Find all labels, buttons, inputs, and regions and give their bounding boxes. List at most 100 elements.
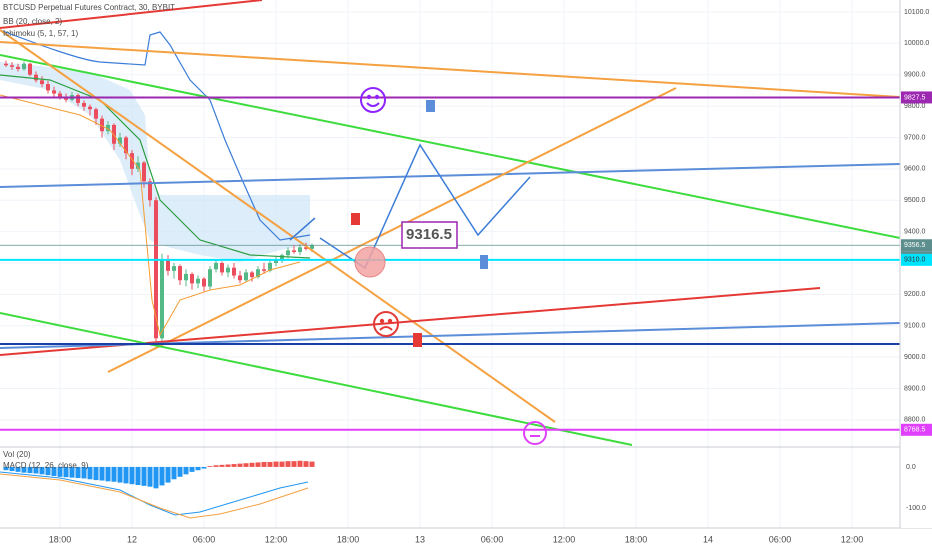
candle-body xyxy=(262,269,266,271)
candle-body xyxy=(10,65,14,67)
chart-title: BTCUSD Perpetual Futures Contract, 30, B… xyxy=(3,3,175,12)
candle-body xyxy=(232,267,236,276)
candle-body xyxy=(238,275,242,281)
indicator-label: Ichimoku (5, 1, 57, 1) xyxy=(3,29,78,38)
candle-body xyxy=(268,262,272,271)
price-label-bg xyxy=(901,91,932,104)
price-label-bg xyxy=(901,423,932,436)
candle-body xyxy=(40,80,44,85)
macd-bar xyxy=(57,466,63,477)
signal-line xyxy=(0,473,309,519)
macd-bar xyxy=(189,466,195,472)
x-tick-label: 18:00 xyxy=(625,534,648,544)
macd-bar xyxy=(273,461,279,467)
y-tick-label: 0.0 xyxy=(906,464,916,471)
candle-body xyxy=(124,137,128,154)
macd-bar xyxy=(243,463,249,467)
legend: BTCUSD Perpetual Futures Contract, 30, B… xyxy=(3,3,175,470)
candle-body xyxy=(94,109,98,119)
macd-bar xyxy=(81,466,87,479)
x-tick-label: 18:00 xyxy=(49,534,72,544)
candle-body xyxy=(118,137,122,144)
y-tick-label: 9700.0 xyxy=(904,134,926,141)
x-tick-label: 14 xyxy=(703,534,713,544)
price-label: 9310.0 xyxy=(904,257,926,264)
macd-bar xyxy=(15,466,21,472)
y-tick-label: 10100.0 xyxy=(904,9,929,16)
macd-bar xyxy=(231,464,237,467)
macd-bar xyxy=(165,466,171,483)
macd-bar xyxy=(213,465,219,467)
x-tick-label: 06:00 xyxy=(769,534,792,544)
candle-body xyxy=(220,262,224,273)
x-tick-label: 06:00 xyxy=(481,534,504,544)
x-tick-label: 12:00 xyxy=(841,534,864,544)
macd-bar xyxy=(255,462,261,467)
bb-area xyxy=(0,62,310,262)
candle-body xyxy=(64,97,68,100)
macd-bar xyxy=(267,461,273,467)
indicator-label: MACD (12, 26, close, 9) xyxy=(3,461,89,470)
candle-body xyxy=(58,93,62,98)
candle-body xyxy=(52,90,56,94)
candle-body xyxy=(298,247,302,252)
candle-body xyxy=(172,266,176,271)
macd-bar xyxy=(21,466,27,473)
macd-bar xyxy=(303,461,309,467)
price-label-bg xyxy=(901,253,932,266)
y-tick-label: 9500.0 xyxy=(904,197,926,204)
candle-body xyxy=(256,269,260,278)
macd-bar xyxy=(201,466,207,469)
candle-body xyxy=(226,267,230,273)
candle-body xyxy=(190,273,194,284)
candle-body xyxy=(244,272,248,281)
ichimoku-line xyxy=(0,94,301,337)
price-label: 9827.5 xyxy=(904,94,926,101)
trend-line xyxy=(0,0,263,29)
macd-bar xyxy=(45,466,51,476)
candle-body xyxy=(310,245,314,249)
candle-body xyxy=(160,259,164,339)
macd-bar xyxy=(135,466,141,486)
macd-bar xyxy=(9,466,15,472)
candle-body xyxy=(280,255,284,260)
y-tick-label: 8800.0 xyxy=(904,417,926,424)
macd-bar xyxy=(219,464,225,467)
macd-bar xyxy=(141,466,147,486)
trend-line xyxy=(0,163,901,188)
candle-body xyxy=(34,74,38,81)
x-tick-label: 18:00 xyxy=(337,534,360,544)
candle-body xyxy=(202,278,206,287)
trend-line xyxy=(0,29,556,423)
macd-bar xyxy=(75,466,81,479)
candle-body xyxy=(100,118,104,132)
price-label: 8768.5 xyxy=(904,427,926,434)
axis-layer: 10100.0 10000.0 9900.0 9800.0 9700.0 9600.0 95… xyxy=(49,9,932,544)
price-line-layer xyxy=(0,96,900,431)
macd-bar xyxy=(291,461,297,467)
x-tick-label: 12 xyxy=(127,534,137,544)
macd-bar xyxy=(51,466,57,476)
macd-bar xyxy=(159,466,165,486)
trend-line xyxy=(0,312,633,446)
y-tick-label: 9800.0 xyxy=(904,103,926,110)
candle-body xyxy=(148,181,152,201)
indicator-label: Vol (20) xyxy=(3,450,31,459)
candle-body xyxy=(154,200,158,339)
candle-body xyxy=(130,153,134,169)
y-tick-label: 8900.0 xyxy=(904,385,926,392)
x-tick-label: 12:00 xyxy=(265,534,288,544)
y-tick-label: 9100.0 xyxy=(904,323,926,330)
x-tick-label: 06:00 xyxy=(193,534,216,544)
macd-bar xyxy=(225,464,231,467)
candle-body xyxy=(178,266,182,281)
indicator-label: BB (20, close, 2) xyxy=(3,17,62,26)
drawings xyxy=(0,0,901,446)
macd-bar xyxy=(153,466,159,489)
macd-bar xyxy=(69,466,75,478)
y-tick-label: 9600.0 xyxy=(904,166,926,173)
projection-arrow xyxy=(289,217,316,241)
macd-bar xyxy=(33,466,39,474)
